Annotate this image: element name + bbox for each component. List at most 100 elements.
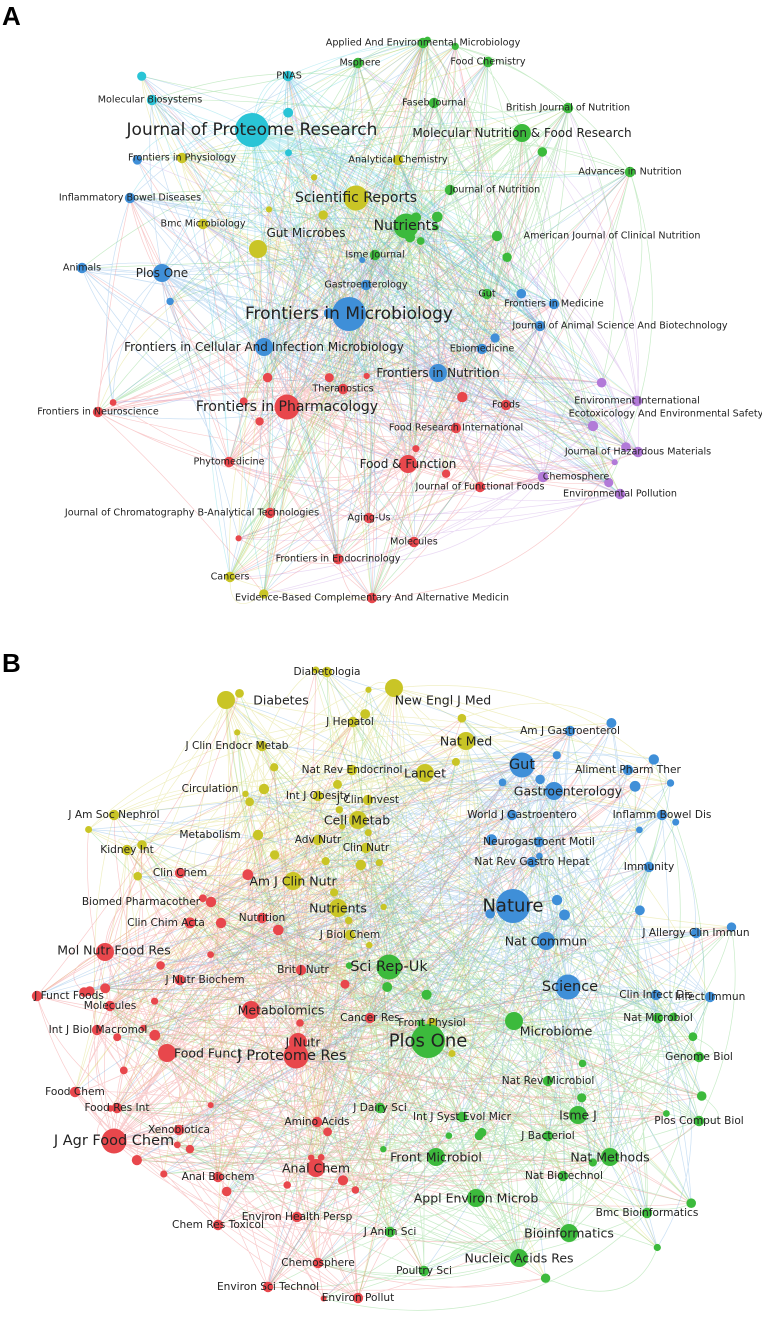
node-label: Int J Syst Evol Micr bbox=[413, 1111, 512, 1123]
minor-node bbox=[380, 903, 387, 911]
minor-node bbox=[360, 709, 371, 719]
minor-node bbox=[451, 42, 459, 51]
node-marker bbox=[537, 471, 549, 483]
minor-node bbox=[416, 237, 425, 245]
minor-node bbox=[185, 1144, 195, 1154]
node-marker bbox=[332, 553, 344, 565]
node-label: J Allergy Clin Immun bbox=[641, 927, 749, 939]
node-marker bbox=[632, 446, 644, 458]
node-label: J Nutr Biochem bbox=[164, 974, 244, 986]
node-marker bbox=[601, 1148, 619, 1166]
node-marker bbox=[197, 218, 209, 230]
node-label: J Nutr bbox=[285, 1035, 322, 1050]
node-marker bbox=[392, 154, 404, 166]
node-marker bbox=[360, 842, 372, 854]
node-marker bbox=[366, 592, 378, 604]
node-label: Frontiers in Medicine bbox=[504, 299, 604, 310]
minor-node bbox=[535, 774, 545, 785]
node-label: Food Chemistry bbox=[450, 57, 525, 68]
minor-node bbox=[207, 951, 215, 958]
node-label: Diabetologia bbox=[293, 666, 360, 678]
node-label: Bmc Bioinformatics bbox=[596, 1207, 699, 1219]
node-label: Biomed Pharmacother bbox=[82, 896, 201, 908]
minor-node bbox=[588, 1158, 598, 1167]
node-marker bbox=[542, 1075, 554, 1087]
node-label: Genome Biol bbox=[665, 1051, 733, 1063]
node-marker bbox=[274, 394, 300, 420]
node-marker bbox=[352, 57, 364, 69]
node-marker bbox=[295, 964, 307, 976]
node-marker bbox=[652, 1012, 664, 1024]
node-marker bbox=[496, 889, 530, 923]
node-marker bbox=[176, 152, 188, 164]
node-marker bbox=[450, 422, 462, 434]
node-marker bbox=[344, 929, 356, 941]
minor-node bbox=[262, 372, 273, 383]
node-label: Anal Biochem bbox=[182, 1171, 255, 1183]
minor-node bbox=[445, 1132, 453, 1139]
minor-node bbox=[486, 834, 497, 846]
node-marker bbox=[215, 917, 227, 929]
node-marker bbox=[76, 262, 88, 274]
minor-node bbox=[321, 857, 330, 866]
minor-node bbox=[516, 288, 527, 299]
link-bundle-blue bbox=[81, 39, 639, 599]
node-label: Ecotoxicology And Environmental Safety bbox=[569, 409, 762, 420]
node-label: Cancer Res bbox=[340, 1012, 400, 1024]
node-label: Clin Chim Acta bbox=[127, 917, 205, 929]
node-label: Clin Chem bbox=[153, 867, 207, 879]
node-marker bbox=[384, 1226, 396, 1238]
node-marker bbox=[346, 764, 358, 776]
minor-node bbox=[131, 1155, 142, 1166]
node-marker bbox=[311, 1116, 323, 1128]
node-label: Food Chem bbox=[45, 1086, 105, 1098]
node-label: Poultry Sci bbox=[396, 1265, 452, 1277]
node-label: Foods bbox=[492, 400, 520, 411]
node-label: Frontiers in Neuroscience bbox=[37, 407, 159, 418]
node-marker bbox=[249, 240, 267, 258]
minor-node bbox=[324, 373, 334, 383]
node-label: Circulation bbox=[182, 783, 239, 795]
node-label: Xenobiotica bbox=[148, 1124, 210, 1136]
node-label: Inflamm Bowel Dis bbox=[613, 809, 712, 821]
node-marker bbox=[564, 725, 576, 737]
minor-node bbox=[359, 257, 366, 263]
node-marker bbox=[111, 1102, 123, 1114]
node-marker bbox=[548, 298, 560, 310]
minor-node bbox=[296, 1019, 304, 1027]
node-marker bbox=[283, 1043, 309, 1069]
node-marker bbox=[476, 343, 488, 355]
node-label: Aliment Pharm Ther bbox=[575, 764, 681, 776]
node-label: Phytomedicine bbox=[193, 457, 264, 468]
node-marker bbox=[360, 279, 372, 291]
minor-node bbox=[320, 1295, 327, 1302]
node-label: Plos One bbox=[136, 266, 188, 280]
node-marker bbox=[444, 184, 456, 196]
minor-node bbox=[239, 397, 248, 406]
minor-node bbox=[283, 107, 294, 118]
minor-node bbox=[285, 149, 292, 157]
minor-node bbox=[149, 1029, 161, 1041]
panel-b-nodes bbox=[31, 666, 716, 1304]
node-marker bbox=[624, 166, 636, 178]
node-label: Int J Obesity bbox=[286, 790, 350, 802]
minor-node bbox=[688, 1032, 698, 1042]
node-marker bbox=[349, 811, 367, 829]
node-label: Frontiers in Endocrinology bbox=[276, 554, 401, 565]
minor-node bbox=[79, 987, 89, 997]
minor-node bbox=[265, 206, 273, 213]
node-label: Am J Gastroenterol bbox=[520, 725, 620, 737]
minor-node bbox=[333, 779, 342, 789]
minor-node bbox=[648, 754, 659, 765]
node-marker bbox=[510, 1249, 528, 1267]
node-label: Environment International bbox=[574, 396, 700, 407]
node-label: Journal of Proteome Research bbox=[126, 120, 378, 140]
minor-node bbox=[119, 1066, 128, 1075]
minor-node bbox=[330, 888, 339, 897]
panel-a: A Applied And Environmental Microbiology… bbox=[2, 1, 762, 604]
node-label: Gut Microbes bbox=[267, 226, 346, 240]
node-label: Nature bbox=[482, 896, 543, 917]
node-label: J Clin Endocr Metab bbox=[184, 740, 288, 752]
node-marker bbox=[364, 1012, 376, 1024]
node-label: Frontiers in Microbiology bbox=[245, 304, 453, 324]
